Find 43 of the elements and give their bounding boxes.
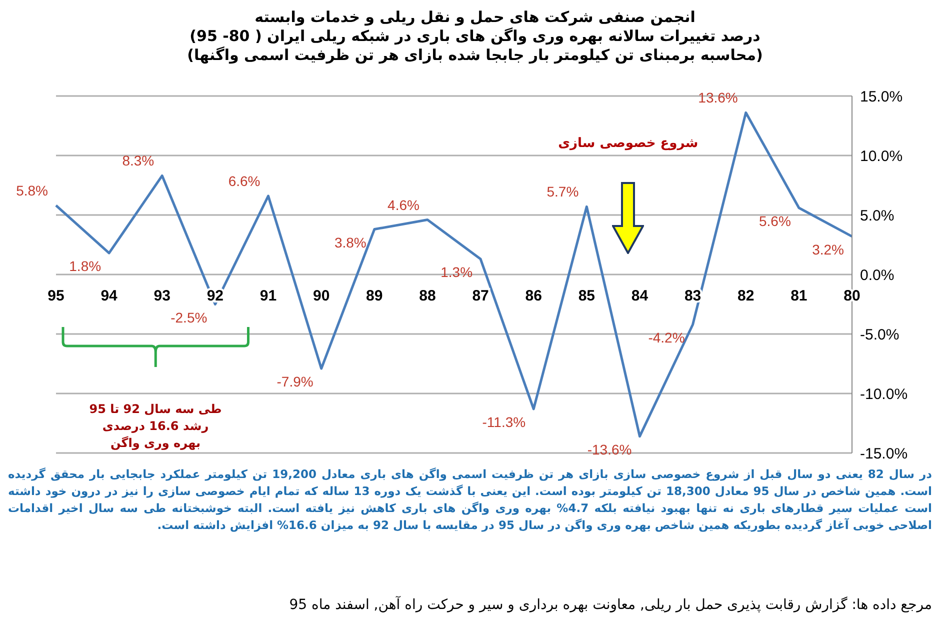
y-tick-label: 10.0% bbox=[860, 148, 903, 165]
data-label: 3.8% bbox=[334, 234, 366, 250]
x-tick-label: 82 bbox=[738, 288, 754, 304]
x-tick-label: 95 bbox=[48, 288, 64, 304]
x-tick-label: 84 bbox=[631, 288, 649, 304]
x-tick-label: 93 bbox=[154, 288, 170, 304]
x-tick-label: 80 bbox=[844, 288, 860, 304]
data-label: 5.6% bbox=[759, 212, 791, 229]
data-label: -13.6% bbox=[587, 441, 632, 458]
text: در سال 82 یعنی دو سال قبل از شروع خصوصی سازی بازای هر تن ظرفیت اسمی واگن های باری معادل 19,200 تن کیلومتر عملکرد جابجایی بار محقق گردیده است. همین شاخص در سال 95 معادل 18,300 تن کیلومتر بوده است. این یعنی با گذشت یک دوره 13 ساله که تمام ایام خصوصی سازی را نیز در درون خود داشته است عملیات سیر قطارهای باری نه تنها بهبود نیافته بلکه 4.7% بهره وری واگن های باری کاهش نیز یافته است. البته خوشبختانه طی سه سال اخیر اقدامات اصلاحی خوبی آغاز گردیده بطوریکه همین شاخص بهره وری واگن در سال 95 در مقایسه با سال 92 به میزان 16.6% افزایش داشته است. bbox=[8, 466, 932, 534]
text: مرجع داده ها: گزارش رقابت پذیری حمل بار ریلی, معاونت بهره برداری و سیر و حرکت راه آهن, اسفند ماه 95 bbox=[288, 596, 932, 615]
x-tick-label: 86 bbox=[525, 288, 542, 304]
data-label: -7.9% bbox=[276, 374, 314, 390]
x-tick-label: 94 bbox=[100, 288, 118, 304]
data-label: 1.3% bbox=[440, 264, 473, 280]
x-tick-label: 87 bbox=[472, 288, 489, 304]
y-tick-label: -5.0% bbox=[860, 326, 900, 344]
y-tick-label: 5.0% bbox=[860, 207, 894, 224]
x-tick-label: 89 bbox=[366, 288, 383, 304]
data-label: -4.2% bbox=[648, 329, 685, 346]
data-label: 1.8% bbox=[69, 258, 102, 274]
data-label: 4.6% bbox=[388, 196, 420, 213]
x-tick-label: 88 bbox=[419, 288, 436, 304]
data-label: -11.3% bbox=[482, 414, 526, 430]
data-label: 13.6% bbox=[698, 90, 738, 106]
annotation: شروع خصوصی سازی bbox=[557, 136, 700, 151]
x-tick-label: 81 bbox=[790, 288, 808, 304]
data-label: 8.3% bbox=[122, 152, 154, 169]
data-label: -2.5% bbox=[170, 309, 208, 326]
data-label: 3.2% bbox=[812, 241, 844, 258]
annotation: طی سه سال 92 تا 95 رشد 16.6 درصدی بهره وری واگن bbox=[88, 400, 223, 452]
y-tick-label: -10.0% bbox=[860, 386, 908, 403]
x-tick-label: 90 bbox=[312, 288, 330, 304]
y-tick-label: 0.0% bbox=[860, 266, 894, 284]
chart-subtitle: درصد تغییرات سالانه بهره وری واگن های باری در شبکه ریلی ایران ( 80- 95) (محاسبه برمبنای تن کیلومتر بار جابجا شده بازای هر تن ظرفیت اسمی واگنها) bbox=[186, 27, 764, 65]
data-label: 5.8% bbox=[16, 182, 48, 198]
x-tick-label: 91 bbox=[260, 288, 277, 304]
y-tick-label: 15.0% bbox=[860, 88, 903, 106]
x-tick-label: 85 bbox=[578, 288, 596, 304]
chart-title: انجمن صنفی شرکت های حمل و نقل ریلی و خدمات وابسته bbox=[254, 8, 696, 27]
data-label: 5.7% bbox=[546, 184, 579, 200]
data-label: 6.6% bbox=[228, 172, 260, 189]
y-tick-label: -15.0% bbox=[860, 445, 908, 462]
